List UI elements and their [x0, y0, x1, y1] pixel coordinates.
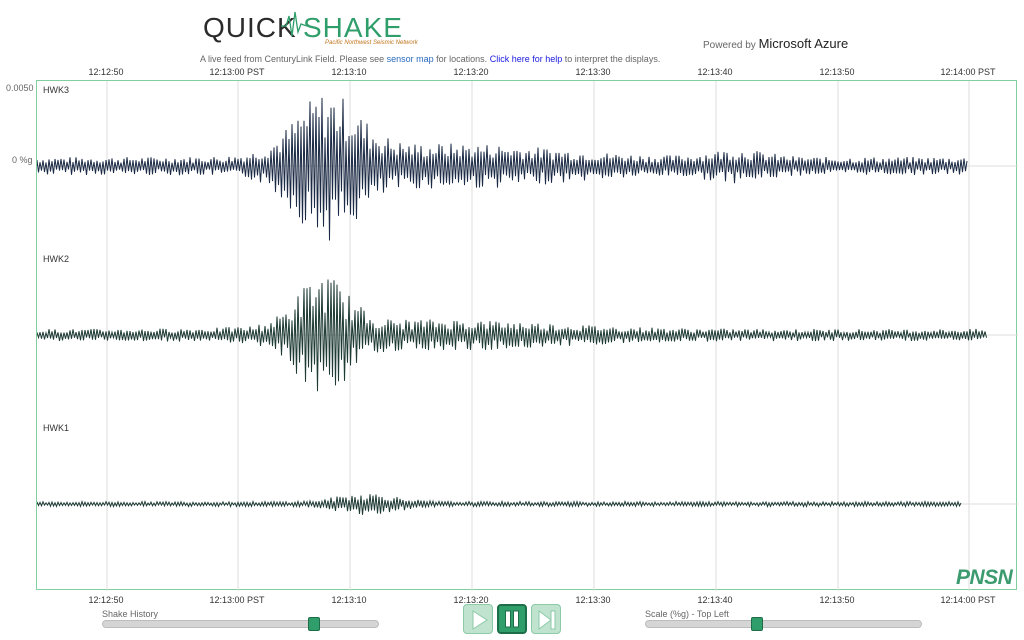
logo-quick-text: QUICK	[203, 12, 297, 43]
station-label-hwk1: HWK1	[43, 423, 70, 433]
skip-forward-icon	[538, 610, 556, 630]
feed-text-3: to interpret the displays.	[564, 54, 661, 64]
scale-slider[interactable]	[645, 617, 922, 631]
shake-history-label: Shake History	[102, 609, 159, 619]
skip-forward-button[interactable]	[531, 604, 561, 634]
time-tick: 12:14:00 PST	[940, 67, 996, 77]
pnsn-logo: PNSN	[956, 566, 1013, 589]
microsoft-azure-brand: Microsoft Azure	[758, 36, 849, 51]
trace-hwk1	[37, 494, 962, 515]
shake-history-thumb[interactable]	[308, 617, 321, 631]
seismic-wave-icon	[281, 11, 307, 37]
feed-text-1: A live feed from CenturyLink Field. Plea…	[200, 54, 385, 64]
play-button[interactable]	[463, 604, 493, 634]
time-tick: 12:13:50	[819, 595, 855, 605]
help-link[interactable]: Click here for help	[489, 54, 563, 64]
feed-text-2: for locations.	[436, 54, 488, 64]
time-tick: 12:13:30	[575, 595, 611, 605]
time-tick: 12:12:50	[88, 595, 124, 605]
time-tick: 12:13:40	[697, 67, 733, 77]
seismogram-traces	[37, 81, 1018, 591]
time-tick: 12:13:10	[331, 67, 367, 77]
station-label-hwk3: HWK3	[43, 85, 70, 95]
time-tick: 12:12:50	[88, 67, 124, 77]
time-tick: 12:13:20	[453, 67, 489, 77]
y-label-top: 0.0050	[6, 83, 34, 93]
time-tick: 12:13:30	[575, 67, 611, 77]
y-label-zero: 0 %g	[12, 155, 33, 165]
time-tick: 12:14:00 PST	[940, 595, 996, 605]
shake-history-slider[interactable]	[102, 617, 379, 631]
time-tick: 12:13:10	[331, 595, 367, 605]
logo-subtitle: Pacific Northwest Seismic Network	[325, 40, 418, 46]
powered-by: Powered by Microsoft Azure	[703, 36, 848, 51]
time-tick: 12:13:20	[453, 595, 489, 605]
seismogram-plot	[36, 80, 1018, 591]
time-tick: 12:13:00 PST	[209, 595, 265, 605]
trace-hwk2	[37, 279, 987, 392]
station-label-hwk2: HWK2	[43, 254, 70, 264]
time-tick: 12:13:00 PST	[209, 67, 265, 77]
pause-icon	[505, 610, 519, 628]
play-icon	[472, 610, 488, 630]
pause-button[interactable]	[497, 604, 527, 634]
time-axis-top: 12:12:50 12:13:00 PST 12:13:10 12:13:20 …	[0, 67, 1024, 81]
feed-description: A live feed from CenturyLink Field. Plea…	[200, 54, 660, 64]
time-tick: 12:13:50	[819, 67, 855, 77]
sensor-map-link[interactable]: sensor map	[386, 54, 434, 64]
trace-hwk3	[37, 97, 968, 241]
logo-shake-text: SHAKE	[303, 12, 403, 43]
powered-prefix: Powered by	[703, 40, 756, 51]
time-axis-bottom: 12:12:50 12:13:00 PST 12:13:10 12:13:20 …	[0, 595, 1024, 609]
scale-label: Scale (%g) - Top Left	[645, 609, 729, 619]
scale-thumb[interactable]	[751, 617, 764, 631]
quickshake-logo: QUICK SHAKE Pacific Northwest Seismic Ne…	[203, 10, 418, 50]
time-tick: 12:13:40	[697, 595, 733, 605]
